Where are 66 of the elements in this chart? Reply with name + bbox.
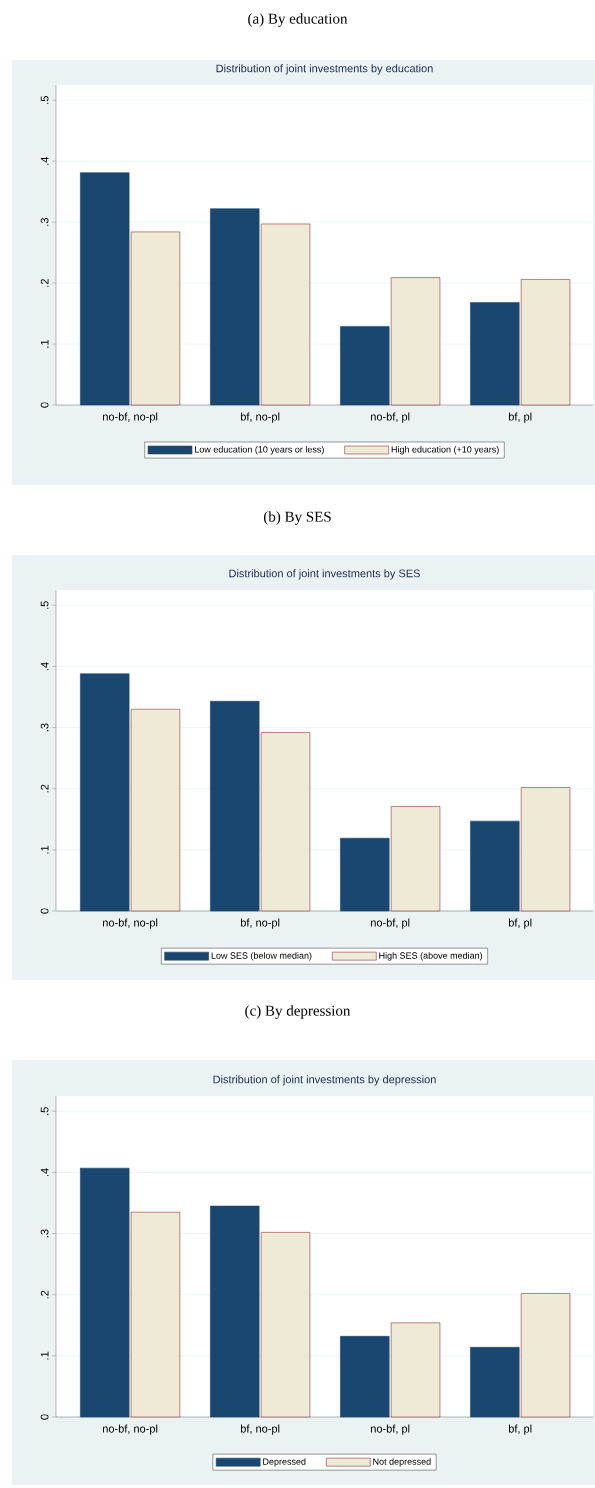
y-tick-label: 0 xyxy=(40,908,49,914)
bar xyxy=(340,326,390,406)
y-tick-label: .4 xyxy=(40,1168,49,1177)
bar xyxy=(390,1322,441,1418)
bar xyxy=(260,223,311,406)
x-tick-label: bf, pl xyxy=(508,918,532,929)
bar xyxy=(340,837,390,912)
chart-subtitle: Distribution of joint investments by SES xyxy=(229,569,420,580)
x-tick-label: no-bf, pl xyxy=(371,918,410,929)
x-tick-label: bf, no-pl xyxy=(240,918,280,929)
bar xyxy=(260,1232,311,1418)
y-tick-label: .4 xyxy=(40,662,49,671)
bar xyxy=(520,787,571,912)
y-tick-label: .5 xyxy=(40,601,49,609)
bar xyxy=(260,732,311,912)
chart-title: (a) By education xyxy=(248,13,348,27)
chart-subtitle: Distribution of joint investments by depression xyxy=(213,1075,436,1086)
bar xyxy=(390,277,441,406)
y-tick-label: .1 xyxy=(40,340,49,348)
bar xyxy=(520,1293,571,1418)
y-tick-label: .1 xyxy=(40,1351,49,1360)
x-tick-label: bf, pl xyxy=(508,1424,532,1435)
bar xyxy=(470,820,520,912)
bar xyxy=(520,279,571,406)
bar xyxy=(210,1205,260,1418)
y-tick-label: .3 xyxy=(40,218,49,226)
bar xyxy=(80,1167,130,1418)
x-tick-label: no-bf, no-pl xyxy=(103,918,158,929)
bar xyxy=(80,172,130,406)
bar xyxy=(470,302,520,406)
legend-label: Low SES (below median) xyxy=(211,952,312,961)
legend-label: Depressed xyxy=(263,1458,306,1467)
legend-label: Not depressed xyxy=(373,1458,431,1467)
bar xyxy=(80,673,130,912)
y-tick-label: .4 xyxy=(40,156,49,165)
bar xyxy=(130,231,181,406)
bar xyxy=(340,1336,390,1418)
y-tick-label: .5 xyxy=(40,96,49,104)
bar xyxy=(470,1347,520,1418)
legend-label: High education (+10 years) xyxy=(391,446,499,455)
x-tick-label: no-bf, pl xyxy=(371,1424,410,1435)
x-tick-label: bf, no-pl xyxy=(240,412,280,423)
y-tick-label: .2 xyxy=(40,279,49,287)
chart-subtitle: Distribution of joint investments by education xyxy=(216,64,433,75)
chart-title: (b) By SES xyxy=(263,511,331,525)
x-tick-label: bf, pl xyxy=(508,412,532,423)
y-tick-label: .2 xyxy=(40,784,49,793)
bar xyxy=(130,1211,181,1418)
x-tick-label: no-bf, pl xyxy=(371,412,410,423)
legend-label: Low education (10 years or less) xyxy=(195,446,324,455)
x-tick-label: no-bf, no-pl xyxy=(103,412,158,423)
bar xyxy=(210,208,260,406)
y-tick-label: 0 xyxy=(40,402,49,408)
y-tick-label: .5 xyxy=(40,1107,49,1115)
y-tick-label: .1 xyxy=(40,845,49,854)
bar xyxy=(210,700,260,912)
y-tick-label: 0 xyxy=(40,1414,49,1420)
y-tick-label: .3 xyxy=(40,723,49,732)
y-tick-label: .3 xyxy=(40,1229,49,1238)
chart-title: (c) By depression xyxy=(245,1005,351,1019)
legend-label: High SES (above median) xyxy=(379,952,483,961)
bar xyxy=(390,806,441,912)
bar xyxy=(130,708,181,912)
x-tick-label: no-bf, no-pl xyxy=(103,1424,158,1435)
x-tick-label: bf, no-pl xyxy=(240,1424,280,1435)
y-tick-label: .2 xyxy=(40,1290,49,1299)
